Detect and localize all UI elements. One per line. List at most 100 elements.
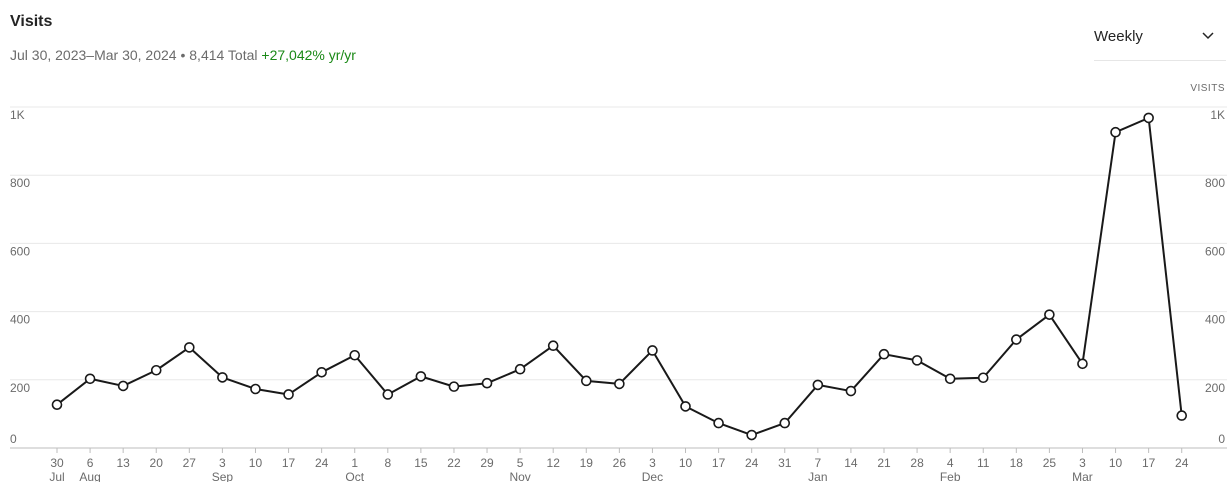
x-tick-label: 30: [50, 456, 64, 470]
x-month-label: Mar: [1072, 470, 1093, 482]
x-tick-label: 28: [910, 456, 924, 470]
period-dropdown-value: Weekly: [1094, 28, 1143, 45]
x-month-label: Aug: [79, 470, 100, 482]
y-tick-label-left: 200: [10, 381, 30, 395]
date-range: Jul 30, 2023–Mar 30, 2024: [10, 47, 177, 63]
data-point: [812, 379, 824, 391]
x-month-label: Jan: [808, 470, 827, 482]
x-tick-label: 1: [351, 456, 358, 470]
data-point: [1011, 334, 1022, 345]
x-tick-label: 14: [844, 456, 858, 470]
x-tick-label: 24: [745, 456, 759, 470]
chart-summary: Jul 30, 2023–Mar 30, 2024 • 8,414 Total …: [10, 47, 356, 63]
y-tick-label-right: 0: [1218, 432, 1225, 446]
x-tick-label: 5: [517, 456, 524, 470]
x-tick-label: 26: [613, 456, 627, 470]
data-point: [84, 373, 96, 385]
x-month-label: Nov: [509, 470, 530, 482]
x-tick-label: 24: [1175, 456, 1189, 470]
y-tick-label-left: 600: [10, 244, 30, 258]
y-tick-label-right: 600: [1205, 244, 1225, 258]
data-point: [878, 348, 890, 360]
x-tick-label: 11: [977, 456, 990, 470]
x-month-label: Sep: [212, 470, 234, 482]
x-tick-label: 8: [384, 456, 391, 470]
x-tick-label: 21: [877, 456, 891, 470]
data-point: [547, 340, 559, 352]
y-tick-label-right: 400: [1205, 313, 1225, 327]
x-tick-label: 24: [315, 456, 329, 470]
data-point: [217, 372, 228, 383]
x-tick-label: 18: [1010, 456, 1024, 470]
x-tick-label: 17: [712, 456, 726, 470]
data-point: [283, 389, 294, 400]
x-tick-label: 31: [778, 456, 792, 470]
x-tick-label: 25: [1043, 456, 1057, 470]
growth-rate: +27,042% yr/yr: [261, 47, 356, 63]
data-point: [911, 355, 923, 366]
x-tick-label: 13: [116, 456, 130, 470]
data-point: [250, 383, 261, 395]
x-tick-label: 20: [150, 456, 164, 470]
data-point: [614, 378, 625, 390]
data-point: [1176, 410, 1188, 421]
y-tick-label-left: 0: [10, 432, 17, 446]
x-tick-label: 4: [947, 456, 954, 470]
data-point: [580, 375, 592, 387]
y-axis-title: VISITS: [1190, 83, 1225, 94]
data-point: [514, 363, 526, 375]
y-tick-label-left: 800: [10, 176, 30, 190]
x-tick-label: 10: [249, 456, 263, 470]
x-tick-label: 3: [219, 456, 226, 470]
x-month-label: Jul: [49, 470, 64, 482]
chart-title: Visits: [10, 13, 53, 30]
data-point: [977, 372, 989, 384]
data-point: [349, 349, 361, 361]
x-tick-label: 19: [580, 456, 594, 470]
x-tick-label: 7: [814, 456, 821, 470]
data-point: [680, 401, 691, 412]
data-point: [1077, 358, 1088, 370]
x-tick-label: 27: [183, 456, 197, 470]
data-point: [746, 429, 757, 441]
x-tick-label: 10: [679, 456, 693, 470]
data-point: [51, 399, 63, 410]
y-tick-label-left: 400: [10, 313, 30, 327]
data-point: [647, 345, 658, 356]
data-point: [713, 417, 724, 429]
y-tick-label-left: 1K: [10, 108, 25, 122]
x-tick-label: 10: [1109, 456, 1123, 470]
chevron-down-icon: [1202, 32, 1214, 40]
data-point: [944, 373, 956, 385]
data-point: [1110, 126, 1121, 138]
x-tick-label: 6: [87, 456, 94, 470]
x-tick-label: 3: [1079, 456, 1086, 470]
data-point: [448, 381, 460, 392]
data-point: [415, 371, 427, 382]
x-month-label: Oct: [345, 470, 364, 482]
x-tick-label: 29: [480, 456, 494, 470]
x-tick-label: 17: [1142, 456, 1156, 470]
period-dropdown[interactable]: Weekly: [1094, 18, 1226, 61]
data-point: [1044, 309, 1055, 320]
y-tick-label-right: 1K: [1210, 108, 1225, 122]
x-tick-label: 12: [547, 456, 561, 470]
x-month-label: Feb: [940, 470, 961, 482]
data-point: [150, 364, 162, 376]
x-tick-label: 15: [414, 456, 428, 470]
y-tick-label-right: 200: [1205, 381, 1225, 395]
x-tick-label: 3: [649, 456, 656, 470]
summary-separator: •: [180, 47, 186, 63]
y-tick-label-right: 800: [1205, 176, 1225, 190]
x-tick-label: 22: [447, 456, 461, 470]
data-point: [1143, 112, 1154, 124]
data-point: [184, 342, 195, 353]
data-point: [316, 366, 327, 378]
data-point: [117, 380, 129, 392]
data-point: [481, 377, 493, 389]
data-point: [382, 389, 394, 400]
data-point: [779, 417, 791, 429]
x-month-label: Dec: [642, 470, 663, 482]
data-point: [845, 385, 857, 397]
